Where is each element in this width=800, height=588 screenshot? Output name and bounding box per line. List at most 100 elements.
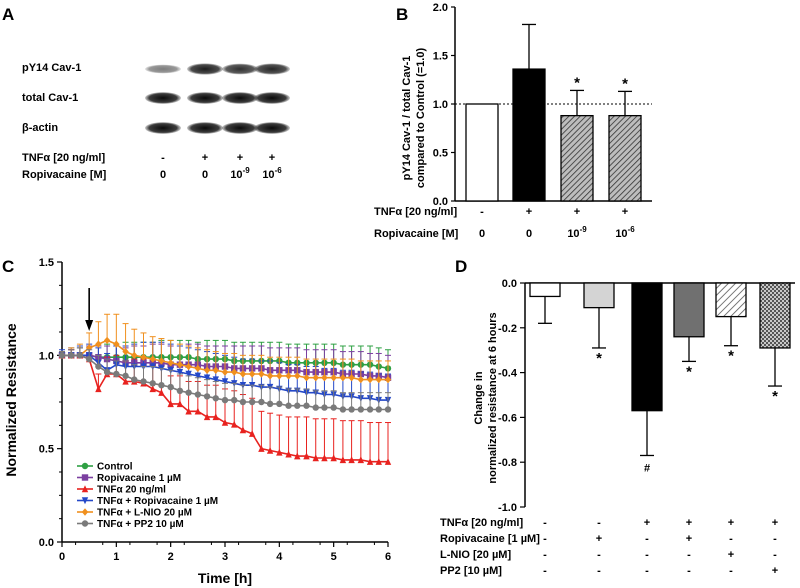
d-condition-label-tnf: TNFα [20 ng/ml] [440,517,523,529]
c-marker-circle [81,462,89,470]
d-bar [631,282,663,412]
c-marker-diamond [194,364,202,373]
c-marker-diamond [248,370,256,378]
a-condition-value: 0 [202,169,208,181]
c-marker-circle [212,395,219,402]
b-condition-value: + [574,206,580,218]
a-condition-value: 0 [160,169,166,181]
d-bars: * # * * * [529,282,791,474]
c-marker-circle [167,383,174,391]
b-condition-label-ropivacaine: Ropivacaine [M] [374,228,459,240]
d-y-tick-label: -0.8 [498,457,517,469]
d-bar [583,282,615,309]
c-treatment-arrowhead [85,320,94,331]
c-marker-triangle-down [212,376,219,384]
d-condition-value: - [687,549,691,561]
c-marker-diamond [140,353,147,361]
c-marker-diamond [339,374,347,382]
c-marker-circle [131,376,138,383]
blot-band [222,92,258,104]
b-condition-value: - [480,206,484,218]
c-marker-triangle-up [212,413,219,421]
c-marker-triangle-up [248,430,256,437]
c-marker-diamond [203,366,211,374]
d-condition-value: + [686,533,692,545]
a-condition-values: - + + +0 0 10-9 10-6 [160,152,282,181]
c-marker-circle [330,404,337,411]
c-marker-triangle-up [149,385,156,393]
c-marker-circle [321,404,328,411]
c-marker-circle [266,400,274,408]
c-marker-square [81,474,89,481]
a-condition-value: - [161,152,165,164]
d-y-tick-label: -0.2 [498,323,517,335]
c-marker-circle [85,355,93,363]
b-condition-value: + [622,206,628,218]
c-marker-triangle-up [375,458,382,465]
c-marker-circle [76,352,84,359]
d-condition-value: - [645,549,649,561]
c-marker-triangle-up [167,400,174,408]
d-condition-value: - [543,549,547,561]
c-marker-circle [140,378,147,385]
b-condition-label-tnf: TNFα [20 ng/ml] [374,206,457,218]
b-y-tick-label: 2.0 [433,2,448,14]
b-bar [512,68,546,202]
d-condition-value: - [543,533,547,545]
d-condition-value: - [687,565,691,577]
c-series-4 [58,313,392,384]
c-marker-circle [348,406,355,413]
c-marker-circle [312,404,319,411]
panel-letter-c: C [2,257,14,276]
blot-band [145,92,181,104]
blot-band [187,122,223,134]
blot-band [254,63,290,75]
c-x-tick-label: 0 [59,551,65,563]
c-marker-diamond [312,374,319,382]
d-y-tick-label: -1.0 [498,502,517,514]
blot-row-label-py14: pY14 Cav-1 [22,62,81,74]
c-x-tick-label: 5 [331,551,337,563]
panel-letter-b: B [396,5,408,24]
b-y-tick-label: 1.5 [433,51,448,63]
c-marker-circle [95,363,102,370]
blot-bands [145,63,290,134]
c-marker-diamond [167,359,174,367]
c-marker-diamond [375,375,382,384]
c-marker-diamond [81,508,89,516]
c-marker-circle [248,398,256,406]
c-marker-diamond [158,357,165,365]
c-marker-circle [239,398,247,406]
d-significance-star: * [728,348,734,365]
a-condition-value: 10-9 [230,166,250,181]
c-marker-triangle-up [348,456,355,464]
c-marker-diamond [239,370,247,378]
a-condition-value: + [237,152,243,164]
d-bar [759,282,791,349]
b-significance-star: * [622,75,628,92]
c-x-tick-label: 1 [113,551,119,563]
c-marker-triangle-up [384,458,392,465]
c-marker-triangle-down [185,370,192,378]
panel-d-bar-chart: 0.0-0.2-0.4-0.6-0.8-1.0 *#*** Change in … [440,278,795,577]
d-condition-value: - [597,565,601,577]
c-marker-diamond [113,340,120,348]
panel-b-bar-chart: 0.00.51.01.52.0 * * pY14 Cav-1 / total Ca… [374,2,652,240]
c-marker-triangle-up [339,456,347,464]
b-y-tick-label: 0.5 [433,148,448,160]
c-marker-diamond [303,374,310,382]
c-marker-triangle-up [158,388,165,396]
c-marker-circle [384,406,392,413]
c-marker-triangle-up [266,446,274,454]
b-condition-value: 0 [526,228,532,240]
c-marker-diamond [185,362,192,371]
d-condition-value: - [645,565,649,577]
c-marker-diamond [384,375,392,384]
c-x-tick-label: 3 [222,551,228,563]
c-legend-entry: TNFα 20 ng/ml [97,485,166,496]
d-significance-star: * [686,363,692,380]
d-condition-value: - [729,565,733,577]
panel-a-western-blot: pY14 Cav-1 total Cav-1 β-actin TNFα [20 … [22,62,290,181]
d-condition-value: + [686,517,692,529]
